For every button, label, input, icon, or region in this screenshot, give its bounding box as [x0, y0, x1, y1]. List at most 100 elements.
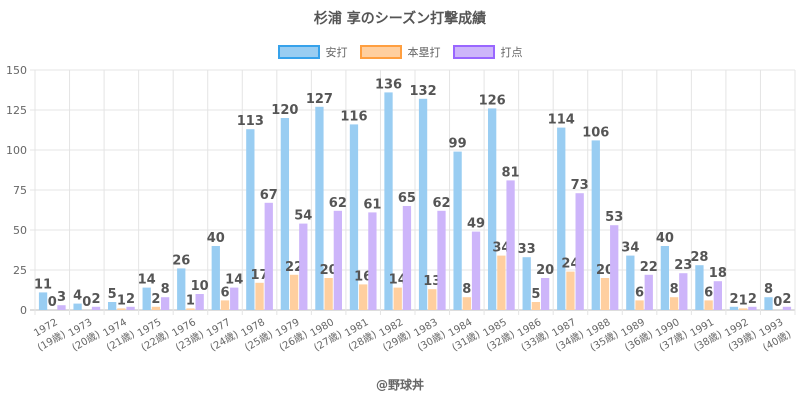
data-label: 22 — [285, 260, 303, 275]
data-label: 14 — [389, 273, 407, 288]
data-label: 2 — [782, 292, 791, 307]
bar-home-runs — [428, 289, 437, 310]
data-label: 62 — [329, 196, 347, 211]
data-label: 49 — [467, 217, 485, 232]
y-tick-label: 100 — [6, 144, 27, 157]
bar-home-runs — [186, 308, 195, 310]
data-label: 81 — [502, 165, 520, 180]
bar-rbi — [402, 206, 412, 310]
data-label: 8 — [764, 282, 773, 297]
bar-home-runs — [255, 282, 264, 310]
data-label: 18 — [709, 266, 727, 281]
bar-rbi — [299, 223, 308, 310]
legend-item-home-runs[interactable]: 本塁打 — [359, 44, 441, 60]
bar-home-runs — [531, 302, 541, 310]
data-label: 1 — [739, 293, 748, 308]
legend-swatch-rbi — [452, 45, 495, 59]
bar-home-runs — [739, 308, 748, 310]
legend-label-hits: 安打 — [325, 46, 348, 59]
data-label: 4 — [73, 289, 82, 304]
bar-rbi — [230, 287, 239, 310]
bar-rbi — [506, 180, 515, 310]
data-label: 14 — [225, 273, 243, 288]
bar-rbi — [57, 305, 66, 310]
data-label: 17 — [250, 268, 268, 283]
data-label: 16 — [354, 269, 372, 284]
data-label: 22 — [640, 260, 658, 275]
bar-hits — [729, 306, 739, 310]
legend-item-rbi[interactable]: 打点 — [452, 44, 523, 60]
data-label: 11 — [34, 277, 52, 292]
y-tick-label: 150 — [6, 64, 27, 77]
bar-hits — [384, 92, 393, 311]
bar-hits — [695, 265, 704, 310]
y-tick-label: 0 — [20, 304, 27, 317]
bar-home-runs — [566, 271, 575, 310]
bar-home-runs — [704, 300, 713, 310]
bar-hits — [660, 246, 670, 310]
data-label: 14 — [138, 273, 156, 288]
bar-rbi — [782, 306, 792, 310]
bar-hits — [280, 118, 290, 310]
data-label: 23 — [674, 258, 692, 273]
data-label: 126 — [479, 93, 506, 108]
data-label: 40 — [207, 231, 225, 246]
bar-home-runs — [324, 278, 333, 310]
data-label: 28 — [690, 250, 708, 265]
data-label: 67 — [260, 188, 278, 203]
bar-rbi — [195, 294, 204, 310]
data-label: 120 — [271, 103, 298, 118]
bar-rbi — [333, 210, 342, 310]
bar-rbi — [713, 281, 722, 310]
data-label: 34 — [621, 241, 639, 256]
bar-hits — [764, 297, 773, 310]
data-label: 26 — [172, 253, 190, 268]
data-label: 99 — [449, 137, 467, 152]
data-label: 6 — [704, 285, 713, 300]
bar-rbi — [437, 210, 446, 310]
legend: 安打 本塁打 打点 — [0, 44, 800, 60]
y-tick-label: 125 — [6, 104, 27, 117]
data-label: 54 — [294, 209, 312, 224]
bar-home-runs — [151, 306, 161, 310]
bar-hits — [108, 302, 117, 310]
bar-rbi — [126, 306, 135, 310]
data-label: 6 — [220, 285, 229, 300]
bar-home-runs — [600, 278, 610, 310]
data-label: 2 — [92, 292, 101, 307]
legend-item-hits[interactable]: 安打 — [277, 44, 348, 60]
data-label: 8 — [462, 282, 471, 297]
data-label: 127 — [306, 92, 333, 107]
bar-home-runs — [359, 284, 368, 310]
data-label: 24 — [561, 257, 579, 272]
bar-home-runs — [497, 255, 506, 310]
data-label: 2 — [748, 292, 757, 307]
bar-rbi — [368, 212, 377, 310]
bar-hits — [73, 303, 82, 310]
bar-rbi — [264, 202, 273, 310]
bar-hits — [453, 151, 462, 310]
data-label: 53 — [605, 210, 623, 225]
bar-home-runs — [462, 297, 471, 310]
legend-label-rbi: 打点 — [500, 46, 523, 59]
bar-home-runs — [117, 308, 126, 310]
y-tick-label: 50 — [13, 224, 27, 237]
bar-hits — [142, 287, 151, 310]
data-label: 2 — [729, 292, 738, 307]
bar-hits — [626, 255, 635, 310]
bar-hits — [488, 108, 497, 311]
data-label: 40 — [656, 231, 674, 246]
data-label: 8 — [670, 282, 679, 297]
data-label: 132 — [409, 84, 436, 99]
data-label: 5 — [531, 287, 540, 302]
bar-rbi — [471, 231, 481, 310]
data-label: 2 — [151, 292, 160, 307]
bar-rbi — [91, 306, 101, 310]
data-label: 136 — [375, 77, 402, 92]
bar-home-runs — [669, 297, 679, 310]
data-label: 113 — [237, 114, 264, 129]
data-label: 20 — [536, 263, 554, 278]
data-label: 8 — [161, 282, 170, 297]
data-label: 5 — [108, 287, 117, 302]
bar-hits — [246, 129, 255, 310]
